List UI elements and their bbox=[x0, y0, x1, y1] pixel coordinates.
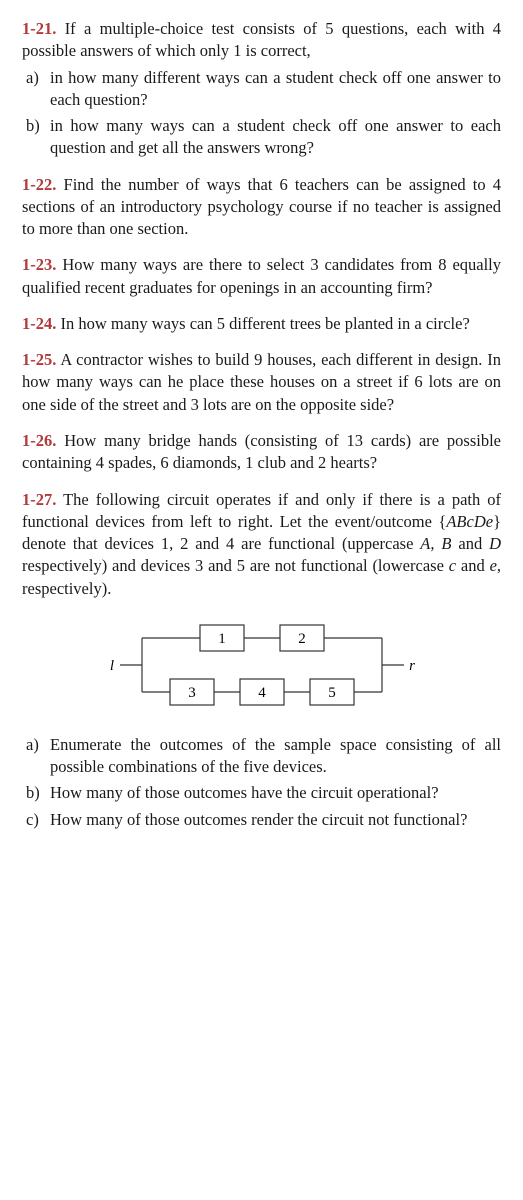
problem-number: 1-21. bbox=[22, 19, 56, 38]
sub-label: c) bbox=[26, 809, 50, 831]
sub-b: b) How many of those outcomes have the c… bbox=[22, 782, 501, 804]
problem-1-25: 1-25. A contractor wishes to build 9 hou… bbox=[22, 349, 501, 416]
problem-text: How many ways are there to select 3 cand… bbox=[22, 255, 501, 296]
problem-intro-part: The following circuit operates if and on… bbox=[22, 490, 501, 531]
svg-text:3: 3 bbox=[188, 685, 196, 701]
sub-b: b) in how many ways can a student check … bbox=[22, 115, 501, 160]
var-c: c bbox=[449, 556, 456, 575]
problem-intro-part: and bbox=[456, 556, 490, 575]
problem-1-22: 1-22. Find the number of ways that 6 tea… bbox=[22, 174, 501, 241]
problem-intro-part: respectively) and devices 3 and 5 are no… bbox=[22, 556, 449, 575]
problem-number: 1-25. bbox=[22, 350, 56, 369]
sub-a: a) Enumerate the outcomes of the sample … bbox=[22, 734, 501, 779]
problem-number: 1-27. bbox=[22, 490, 56, 509]
circuit-svg: 1 2 3 4 5 l r bbox=[82, 610, 442, 720]
sub-label: a) bbox=[26, 734, 50, 779]
problem-text: How many bridge hands (consisting of 13 … bbox=[22, 431, 501, 472]
sub-text: in how many different ways can a student… bbox=[50, 67, 501, 112]
svg-text:4: 4 bbox=[258, 685, 266, 701]
sub-text: How many of those outcomes have the circ… bbox=[50, 782, 501, 804]
event-notation: ABcDe bbox=[446, 512, 493, 531]
sub-text: How many of those outcomes render the ci… bbox=[50, 809, 501, 831]
problem-intro: If a multiple-choice test consists of 5 … bbox=[22, 19, 501, 60]
problem-number: 1-22. bbox=[22, 175, 56, 194]
var-AB: A, B bbox=[420, 534, 451, 553]
svg-text:l: l bbox=[109, 658, 113, 674]
problem-number: 1-23. bbox=[22, 255, 56, 274]
sub-label: b) bbox=[26, 115, 50, 160]
sub-label: a) bbox=[26, 67, 50, 112]
sub-text: Enumerate the outcomes of the sample spa… bbox=[50, 734, 501, 779]
svg-text:r: r bbox=[409, 658, 415, 674]
problem-number: 1-26. bbox=[22, 431, 56, 450]
var-e: e bbox=[490, 556, 497, 575]
svg-text:2: 2 bbox=[298, 631, 306, 647]
svg-text:1: 1 bbox=[218, 631, 226, 647]
sub-a: a) in how many different ways can a stud… bbox=[22, 67, 501, 112]
problem-1-27: 1-27. The following circuit operates if … bbox=[22, 489, 501, 831]
problem-text: In how many ways can 5 different trees b… bbox=[61, 314, 470, 333]
sub-label: b) bbox=[26, 782, 50, 804]
problem-1-26: 1-26. How many bridge hands (consisting … bbox=[22, 430, 501, 475]
problem-number: 1-24. bbox=[22, 314, 56, 333]
circuit-diagram: 1 2 3 4 5 l r bbox=[22, 610, 501, 720]
problem-1-23: 1-23. How many ways are there to select … bbox=[22, 254, 501, 299]
sub-text: in how many ways can a student check off… bbox=[50, 115, 501, 160]
problem-1-24: 1-24. In how many ways can 5 different t… bbox=[22, 313, 501, 335]
svg-text:5: 5 bbox=[328, 685, 336, 701]
sub-c: c) How many of those outcomes render the… bbox=[22, 809, 501, 831]
problem-1-21: 1-21. If a multiple-choice test consists… bbox=[22, 18, 501, 160]
var-D: D bbox=[489, 534, 501, 553]
problem-text: Find the number of ways that 6 teachers … bbox=[22, 175, 501, 239]
problem-intro-part: and bbox=[451, 534, 489, 553]
problem-text: A contractor wishes to build 9 houses, e… bbox=[22, 350, 501, 414]
